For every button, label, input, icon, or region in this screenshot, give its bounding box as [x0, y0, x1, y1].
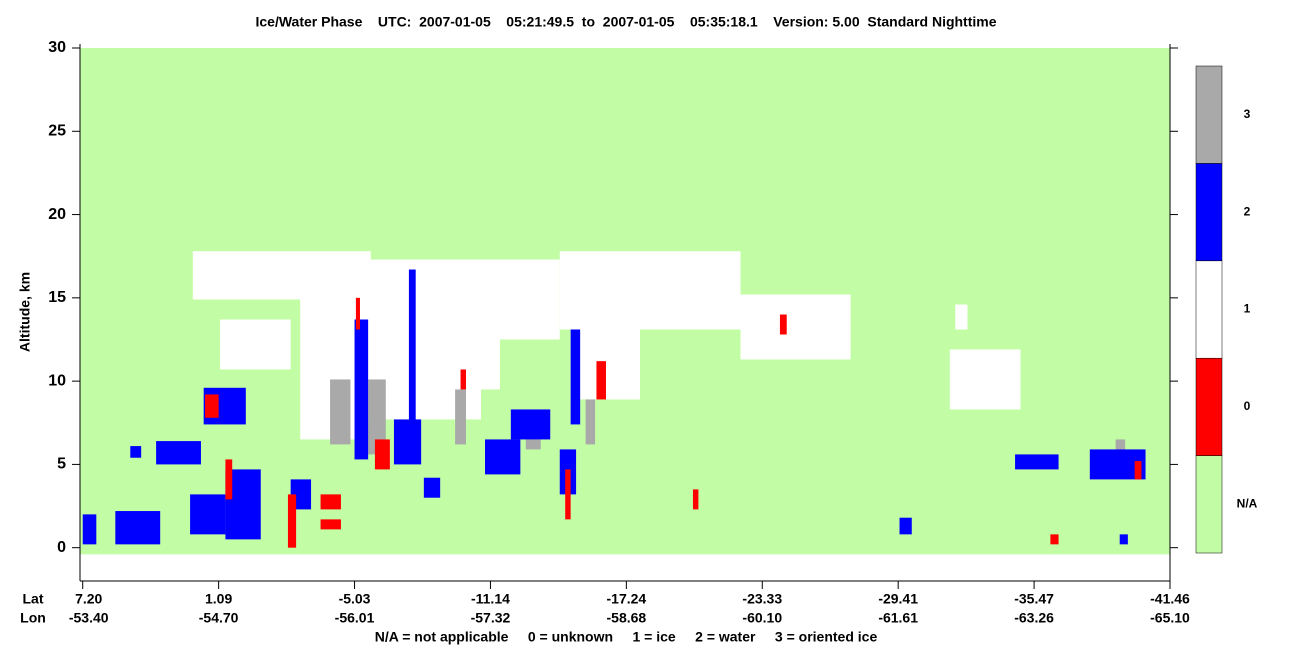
lon-label: -65.10 — [1150, 610, 1190, 626]
lat-label: -29.41 — [878, 591, 918, 607]
colorbar-label: 0 — [1244, 399, 1251, 413]
y-tick-label: 0 — [57, 539, 66, 556]
phase-cell — [330, 379, 351, 445]
phase-cell — [692, 489, 699, 510]
phase-cell — [423, 477, 441, 498]
phase-cell — [374, 439, 390, 470]
chart-title: Ice/Water Phase UTC: 2007-01-05 05:21:49… — [255, 14, 996, 30]
y-tick-label: 10 — [48, 372, 66, 389]
phase-cell — [455, 389, 466, 445]
x-row-label: Lon — [20, 610, 46, 626]
phase-cell — [368, 379, 386, 455]
phase-cell — [205, 394, 219, 418]
lat-label: -17.24 — [607, 591, 647, 607]
phase-cell — [408, 269, 416, 440]
phase-cell — [320, 519, 341, 530]
lon-label: -63.26 — [1014, 610, 1054, 626]
y-tick-label: 15 — [48, 289, 66, 306]
lat-label: -23.33 — [742, 591, 782, 607]
y-tick-label: 5 — [57, 456, 66, 473]
lat-label: -35.47 — [1014, 591, 1054, 607]
phase-cell — [287, 494, 297, 548]
phase-cell — [779, 314, 787, 335]
phase-cell — [219, 319, 291, 370]
phase-cell — [355, 297, 360, 330]
phase-cell — [192, 251, 371, 300]
phase-cell — [510, 409, 551, 440]
phase-cell — [485, 439, 521, 475]
phase-cell — [740, 294, 851, 360]
lat-label: 7.20 — [75, 591, 102, 607]
lat-label: 1.09 — [205, 591, 232, 607]
lat-label: -11.14 — [471, 591, 510, 607]
phase-cell — [440, 329, 500, 390]
phase-cell — [570, 329, 581, 425]
colorbar-label: 3 — [1244, 107, 1251, 121]
colorbar-label: N/A — [1237, 496, 1258, 510]
lat-label: -5.03 — [339, 591, 371, 607]
colorbar-swatch — [1195, 65, 1223, 164]
colorbar-label: 1 — [1244, 302, 1251, 316]
phase-cell — [1050, 534, 1059, 545]
lon-label: -58.68 — [607, 610, 647, 626]
lon-label: -54.70 — [199, 610, 239, 626]
phase-cell — [225, 459, 233, 500]
colorbar-label: 2 — [1244, 204, 1251, 218]
phase-cell — [559, 251, 741, 330]
colorbar-swatch — [1195, 163, 1223, 262]
phase-cell — [955, 304, 968, 330]
phase-cell — [525, 439, 541, 450]
colorbar-swatch — [1195, 455, 1223, 554]
x-row-label: Lat — [23, 591, 44, 607]
lon-label: -61.61 — [878, 610, 918, 626]
phase-cell — [949, 349, 1021, 410]
footnote: N/A = not applicable 0 = unknown 1 = ice… — [375, 629, 878, 645]
lat-label: -41.46 — [1150, 591, 1190, 607]
lon-label: -57.32 — [471, 610, 511, 626]
y-axis-label: Altitude, km — [17, 272, 33, 352]
phase-cell — [156, 441, 201, 465]
phase-cell — [1015, 454, 1059, 470]
phase-cell — [115, 511, 161, 545]
y-tick-label: 20 — [48, 206, 66, 223]
phase-cell — [130, 446, 142, 458]
phase-cell — [320, 494, 341, 510]
phase-cell — [1134, 461, 1142, 480]
phase-cell — [460, 369, 466, 390]
phase-cell — [585, 399, 596, 445]
phase-cell — [1119, 534, 1128, 545]
colorbar-swatch — [1195, 357, 1223, 456]
colorbar-swatch — [1195, 260, 1223, 359]
phase-cell — [899, 517, 912, 535]
y-tick-label: 30 — [48, 39, 66, 56]
lon-label: -60.10 — [742, 610, 782, 626]
y-tick-label: 25 — [48, 123, 66, 140]
phase-cell — [596, 361, 606, 400]
phase-cell — [393, 419, 422, 465]
phase-cell — [565, 469, 571, 520]
phase-cell — [480, 259, 560, 340]
phase-cell — [354, 319, 369, 460]
lon-label: -56.01 — [335, 610, 375, 626]
phase-cell — [82, 514, 97, 545]
lon-label: -53.40 — [69, 610, 109, 626]
phase-cell — [190, 494, 226, 535]
